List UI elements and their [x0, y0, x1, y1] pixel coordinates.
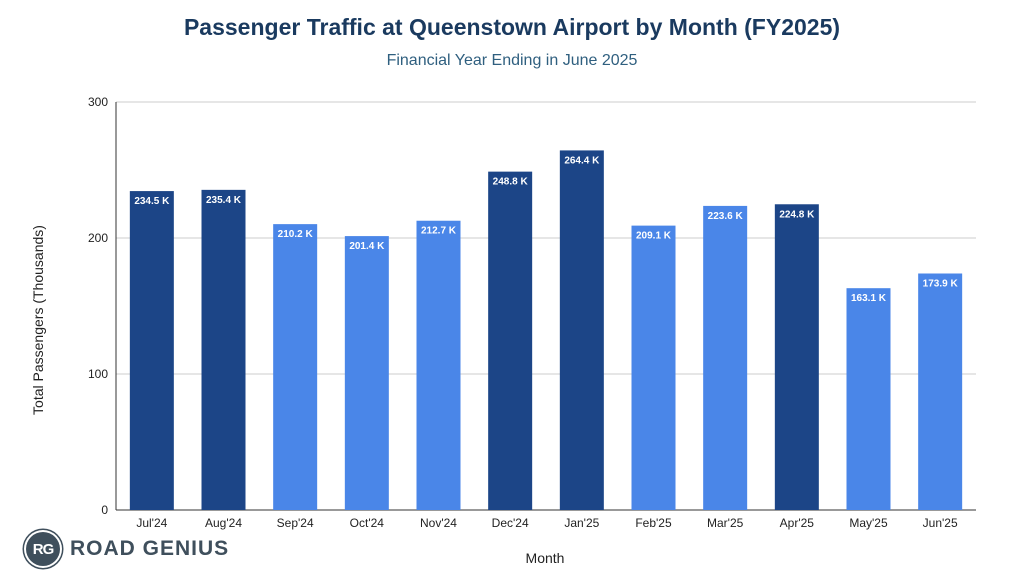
bar: [918, 273, 963, 510]
data-label: 224.8 K: [779, 209, 815, 220]
y-axis-label: Total Passengers (Thousands): [30, 225, 46, 415]
bar: [416, 220, 461, 510]
bar: [846, 288, 891, 510]
logo-badge: RG: [26, 532, 60, 566]
road-genius-logo: RG ROAD GENIUS: [26, 532, 229, 566]
logo-text: ROAD GENIUS: [70, 537, 230, 560]
data-label: 163.1 K: [851, 293, 887, 304]
bar: [129, 191, 174, 510]
data-label: 201.4 K: [349, 241, 385, 252]
x-tick-label: Jan'25: [564, 516, 599, 530]
data-label: 235.4 K: [206, 195, 242, 206]
x-tick-label: Jul'24: [136, 516, 167, 530]
x-tick-label: Feb'25: [635, 516, 672, 530]
y-tick-label: 200: [88, 231, 108, 245]
data-label: 234.5 K: [134, 196, 170, 207]
x-tick-label: Apr'25: [780, 516, 815, 530]
y-tick-label: 300: [88, 95, 108, 109]
chart-subtitle: Financial Year Ending in June 2025: [386, 52, 638, 69]
x-tick-label: Aug'24: [205, 516, 242, 530]
x-tick-label: May'25: [849, 516, 888, 530]
x-tick-label: Nov'24: [420, 516, 457, 530]
x-tick-label: Sep'24: [277, 516, 314, 530]
y-tick-label: 0: [101, 503, 108, 517]
data-label: 223.6 K: [708, 211, 744, 222]
bar: [631, 225, 676, 510]
bar: [273, 224, 318, 511]
data-label: 248.8 K: [493, 177, 529, 188]
x-tick-label: Jun'25: [923, 516, 958, 530]
x-tick-label: Oct'24: [350, 516, 385, 530]
x-tick-label: Dec'24: [492, 516, 529, 530]
data-label: 173.9 K: [923, 278, 959, 289]
data-label: 210.2 K: [278, 229, 314, 240]
y-tick-label: 100: [88, 367, 108, 381]
bar: [344, 236, 389, 510]
data-label: 212.7 K: [421, 226, 457, 237]
bar: [703, 205, 748, 511]
data-label: 209.1 K: [636, 231, 672, 242]
bar: [774, 204, 819, 510]
x-axis-label: Month: [525, 550, 565, 566]
x-tick-label: Mar'25: [707, 516, 744, 530]
bar: [559, 150, 604, 510]
bar: [201, 189, 246, 510]
bar: [488, 171, 533, 510]
data-label: 264.4 K: [564, 155, 600, 166]
chart-title: Passenger Traffic at Queenstown Airport …: [183, 14, 841, 40]
